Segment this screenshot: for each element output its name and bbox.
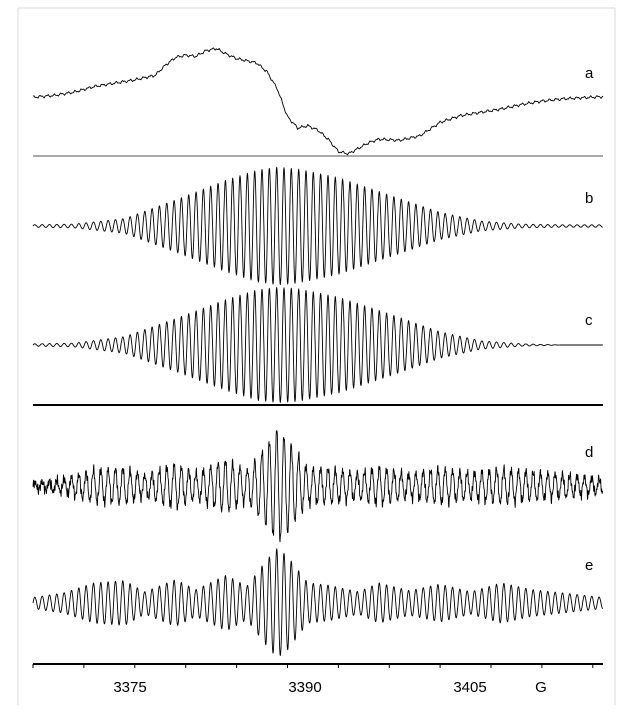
panel-label-c: c: [585, 312, 593, 329]
panel-label-e: e: [585, 557, 593, 574]
trace-d: [32, 430, 604, 543]
x-tick-label-3405: 3405: [453, 679, 486, 696]
trace-b: [32, 166, 603, 286]
panel-label-b: b: [585, 190, 593, 207]
x-tick-label-3375: 3375: [113, 679, 146, 696]
trace-a: [32, 47, 604, 156]
trace-c: [32, 287, 603, 403]
panel-label-a: a: [585, 65, 594, 82]
spectra-traces: [32, 47, 604, 656]
panel-label-d: d: [585, 444, 593, 461]
trace-e: [32, 548, 603, 656]
x-tick-label-3390: 3390: [288, 679, 321, 696]
x-axis-ticks: [32, 664, 594, 668]
x-axis-unit-label: G: [535, 679, 547, 696]
